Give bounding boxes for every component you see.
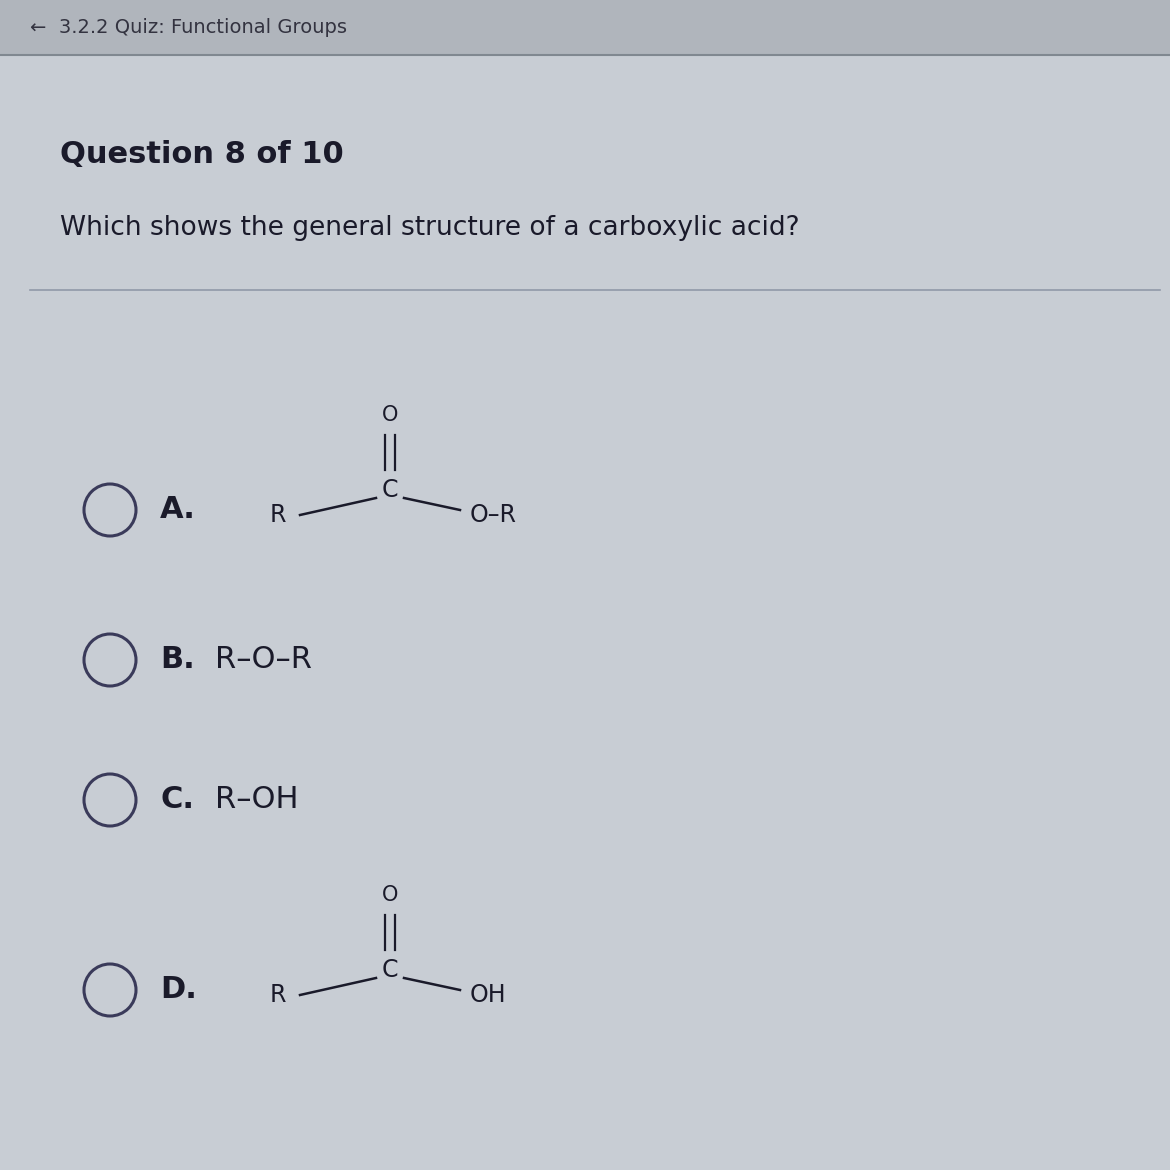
- Text: A.: A.: [160, 496, 195, 524]
- Text: OH: OH: [470, 983, 507, 1007]
- Text: Which shows the general structure of a carboxylic acid?: Which shows the general structure of a c…: [60, 215, 799, 241]
- Text: O: O: [381, 885, 398, 906]
- Text: C: C: [381, 958, 398, 982]
- Text: B.: B.: [160, 646, 194, 674]
- Text: D.: D.: [160, 976, 197, 1005]
- Text: R–O–R: R–O–R: [215, 646, 312, 674]
- FancyBboxPatch shape: [0, 0, 1170, 55]
- Text: C: C: [381, 479, 398, 502]
- Text: ←  3.2.2 Quiz: Functional Groups: ← 3.2.2 Quiz: Functional Groups: [30, 18, 347, 37]
- Text: Question 8 of 10: Question 8 of 10: [60, 140, 344, 168]
- Text: R–OH: R–OH: [215, 785, 298, 814]
- Text: R: R: [269, 503, 285, 526]
- Text: O: O: [381, 405, 398, 425]
- Text: O–R: O–R: [470, 503, 517, 526]
- Text: C.: C.: [160, 785, 194, 814]
- Text: R: R: [269, 983, 285, 1007]
